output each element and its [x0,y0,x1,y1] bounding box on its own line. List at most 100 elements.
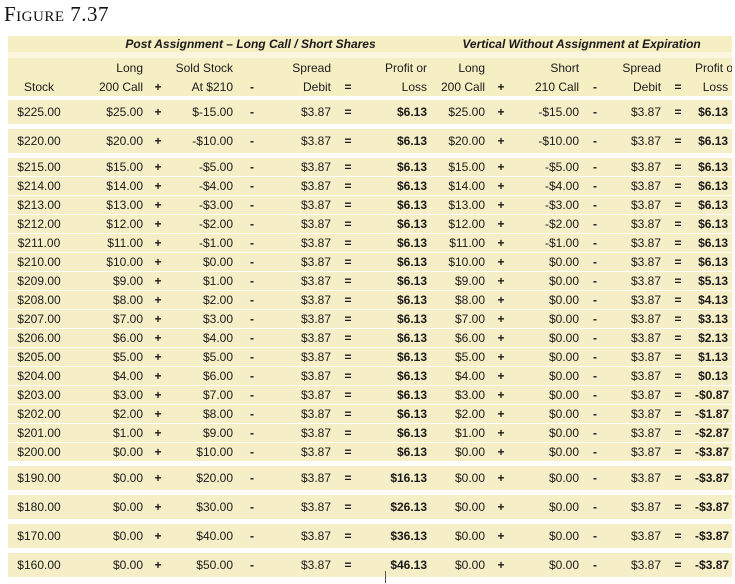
figure-title: Figure 7.37 [4,2,110,26]
operator-symbol: - [237,367,267,386]
operator-symbol: - [583,424,608,443]
operator-symbol: - [237,272,267,291]
table-cell: $10.00 [169,443,237,462]
table-row: $200.00 $0.00 + $10.00- $3.87 = $6.13 $0.00 + $0.… [8,443,733,462]
table-cell: $215.00 [8,158,70,177]
table-cell: $6.13 [361,234,432,253]
table-cell: $3.87 [607,310,666,329]
table-cell: -$2.87 [691,424,733,443]
table-cell: $0.00 [513,310,584,329]
operator-symbol: - [237,553,267,578]
table-cell: $46.13 [361,553,432,578]
table-cell: $0.00 [513,443,584,462]
operator-symbol: + [489,367,514,386]
operator-symbol: + [147,495,169,520]
operator-symbol: - [583,367,608,386]
operator-symbol: = [665,405,692,424]
operator-symbol: = [665,367,692,386]
operator-symbol: + [147,329,169,348]
column-header: + [489,77,514,96]
operator-symbol: + [489,196,514,215]
table-cell: $3.87 [607,348,666,367]
table-cell: $5.13 [691,272,733,291]
table-cell: $6.13 [691,100,733,125]
table-cell: $3.87 [607,234,666,253]
column-header: Debit [267,77,335,96]
operator-symbol: + [489,100,514,125]
column-header: 200 Call [70,77,147,96]
table-cell: $6.13 [361,196,432,215]
table-cell: $0.00 [513,367,584,386]
operator-symbol: - [583,386,608,405]
operator-symbol: + [489,443,514,462]
table-cell: $3.87 [267,253,335,272]
operator-symbol: + [147,253,169,272]
table-cell: $209.00 [8,272,70,291]
operator-symbol: + [147,553,169,578]
operator-symbol: + [489,177,514,196]
operator-symbol: = [665,495,692,520]
operator-symbol: = [665,524,692,549]
table-cell: $0.00 [70,466,147,491]
operator-symbol: = [665,253,692,272]
operator-symbol: - [237,177,267,196]
table-cell: $10.00 [431,253,490,272]
table-cell: $4.13 [691,291,733,310]
table-cell: $203.00 [8,386,70,405]
operator-symbol: + [489,405,514,424]
table-cell: $0.00 [513,495,584,520]
table-row: $212.00 $12.00 + -$2.00- $3.87 = $6.13 $12.00 + -… [8,215,733,234]
column-header: = [335,77,361,96]
table-cell: $3.87 [607,405,666,424]
operator-symbol: = [665,158,692,177]
table-cell: $0.00 [431,495,490,520]
operator-symbol: + [147,348,169,367]
column-header [8,58,70,77]
operator-symbol: = [335,553,361,578]
table-cell: $0.00 [70,443,147,462]
table-cell: $3.87 [607,129,666,154]
column-header: 210 Call [513,77,584,96]
table-cell: $160.00 [8,553,70,578]
column-header: 200 Call [431,77,490,96]
table-cell: $3.87 [607,329,666,348]
operator-symbol: = [335,443,361,462]
table-cell: $15.00 [431,158,490,177]
table-cell: -$10.00 [169,129,237,154]
operator-symbol: = [665,443,692,462]
column-header: Sold Stock [169,58,237,77]
group-left-title: Post Assignment – Long Call / Short Shar… [70,36,432,52]
operator-symbol: + [489,524,514,549]
table-cell: $0.00 [431,466,490,491]
operator-symbol: = [335,466,361,491]
table-cell: $3.87 [607,553,666,578]
operator-symbol: = [665,291,692,310]
table-cell: $50.00 [169,553,237,578]
operator-symbol: - [237,424,267,443]
table-row: $225.00 $25.00 + $-15.00- $3.87 = $6.13 $25.00 +… [8,100,733,125]
table-cell: $0.00 [513,253,584,272]
table-row: $215.00 $15.00 + -$5.00- $3.87 = $6.13 $15.00 + -… [8,158,733,177]
table-cell: $0.00 [513,424,584,443]
table-row: $214.00 $14.00 + -$4.00- $3.87 = $6.13 $14.00 + -… [8,177,733,196]
operator-symbol: - [237,215,267,234]
table-row: $206.00 $6.00 + $4.00- $3.87 = $6.13 $6.00 + $0.0… [8,329,733,348]
table-cell: $9.00 [169,424,237,443]
table-cell: $6.13 [361,367,432,386]
table-row: $211.00 $11.00 + -$1.00- $3.87 = $6.13 $11.00 + -… [8,234,733,253]
table-row: $203.00 $3.00 + $7.00- $3.87 = $6.13 $3.00 + $0.0… [8,386,733,405]
operator-symbol: + [147,177,169,196]
table-cell: $0.00 [431,553,490,578]
operator-symbol: = [335,253,361,272]
table-cell: $3.87 [267,177,335,196]
table-cell: $3.87 [607,196,666,215]
operator-symbol: + [489,272,514,291]
table-cell: $3.87 [267,234,335,253]
operator-symbol: = [665,424,692,443]
table-cell: $4.00 [70,367,147,386]
operator-symbol: + [147,272,169,291]
operator-symbol: - [583,291,608,310]
table-cell: $6.13 [361,329,432,348]
table-cell: $0.00 [169,253,237,272]
operator-symbol: - [583,129,608,154]
